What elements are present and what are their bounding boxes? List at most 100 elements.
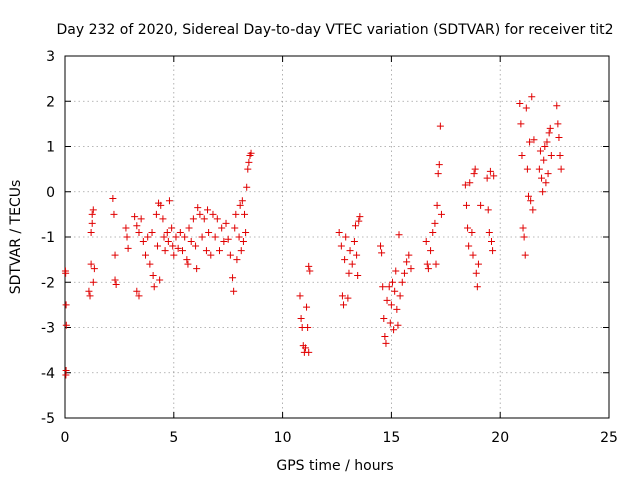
data-point: [200, 215, 208, 223]
data-point: [160, 233, 168, 241]
data-point: [485, 228, 493, 236]
data-point: [356, 213, 364, 221]
y-tick-label: 3: [46, 49, 55, 65]
data-point: [89, 278, 97, 286]
data-point: [471, 165, 479, 173]
data-point: [462, 201, 470, 209]
data-point: [194, 204, 202, 212]
data-point: [523, 165, 531, 173]
data-point: [520, 233, 528, 241]
data-point: [464, 224, 472, 232]
y-tick-label: 2: [46, 94, 55, 110]
data-point: [522, 104, 530, 112]
data-point: [184, 260, 192, 268]
data-point: [62, 269, 70, 277]
data-point: [193, 265, 201, 273]
data-point: [379, 283, 387, 291]
data-point: [546, 124, 554, 132]
data-point: [207, 251, 215, 259]
data-point: [237, 247, 245, 255]
data-point: [123, 233, 131, 241]
data-point: [378, 249, 386, 257]
data-point: [382, 339, 390, 347]
data-point: [87, 260, 95, 268]
data-point: [305, 348, 313, 356]
data-point: [88, 210, 96, 218]
data-point: [470, 170, 478, 178]
data-point: [161, 247, 169, 255]
data-point: [484, 206, 492, 214]
data-point: [555, 133, 563, 141]
y-tick-label: -2: [41, 275, 55, 291]
data-point: [461, 181, 469, 189]
data-point: [306, 267, 314, 275]
data-point: [85, 287, 93, 295]
data-point: [149, 271, 157, 279]
data-point: [342, 233, 350, 241]
data-point: [90, 265, 98, 273]
data-point: [434, 170, 442, 178]
data-point: [159, 215, 167, 223]
data-point: [187, 238, 195, 246]
data-point: [112, 281, 120, 289]
data-point: [192, 242, 200, 250]
data-point: [111, 276, 119, 284]
data-point: [392, 267, 400, 275]
data-point: [229, 274, 237, 282]
y-tick-label: -3: [41, 321, 55, 337]
x-tick-label: 25: [600, 430, 618, 446]
data-point: [553, 102, 561, 110]
data-point: [516, 100, 524, 108]
data-point: [386, 319, 394, 327]
data-point: [297, 314, 305, 322]
data-point: [517, 120, 525, 128]
data-point: [122, 224, 130, 232]
data-point: [387, 301, 395, 309]
data-point: [174, 244, 182, 252]
data-point: [245, 158, 253, 166]
data-point: [395, 231, 403, 239]
data-point: [377, 242, 385, 250]
data-point: [211, 233, 219, 241]
data-point: [144, 233, 152, 241]
data-point: [483, 174, 491, 182]
data-point: [398, 278, 406, 286]
data-point: [88, 219, 96, 227]
data-point: [220, 238, 228, 246]
data-point: [62, 301, 70, 309]
data-point: [301, 344, 309, 352]
y-tick-label: -4: [41, 366, 55, 382]
data-point: [205, 228, 213, 236]
data-point: [204, 206, 212, 214]
data-point: [202, 247, 210, 255]
data-point: [165, 197, 173, 205]
data-point: [472, 269, 480, 277]
data-point: [164, 238, 172, 246]
data-point: [348, 260, 356, 268]
data-point: [530, 136, 538, 144]
data-point: [209, 210, 217, 218]
data-point: [422, 238, 430, 246]
data-points: [61, 93, 565, 379]
data-point: [436, 122, 444, 130]
data-point: [230, 287, 238, 295]
data-point: [391, 287, 399, 295]
data-point: [554, 120, 562, 128]
data-point: [535, 165, 543, 173]
data-point: [354, 271, 362, 279]
data-point: [150, 283, 158, 291]
data-point: [183, 256, 191, 264]
data-point: [189, 215, 197, 223]
data-point: [424, 265, 432, 273]
data-point: [524, 192, 532, 200]
data-point: [519, 224, 527, 232]
y-tick-label: -1: [41, 230, 55, 246]
data-point: [137, 215, 145, 223]
data-point: [133, 222, 141, 230]
data-point: [423, 260, 431, 268]
x-axis-label: GPS time / hours: [276, 458, 393, 474]
data-point: [489, 247, 497, 255]
data-point: [244, 165, 252, 173]
data-point: [222, 219, 230, 227]
